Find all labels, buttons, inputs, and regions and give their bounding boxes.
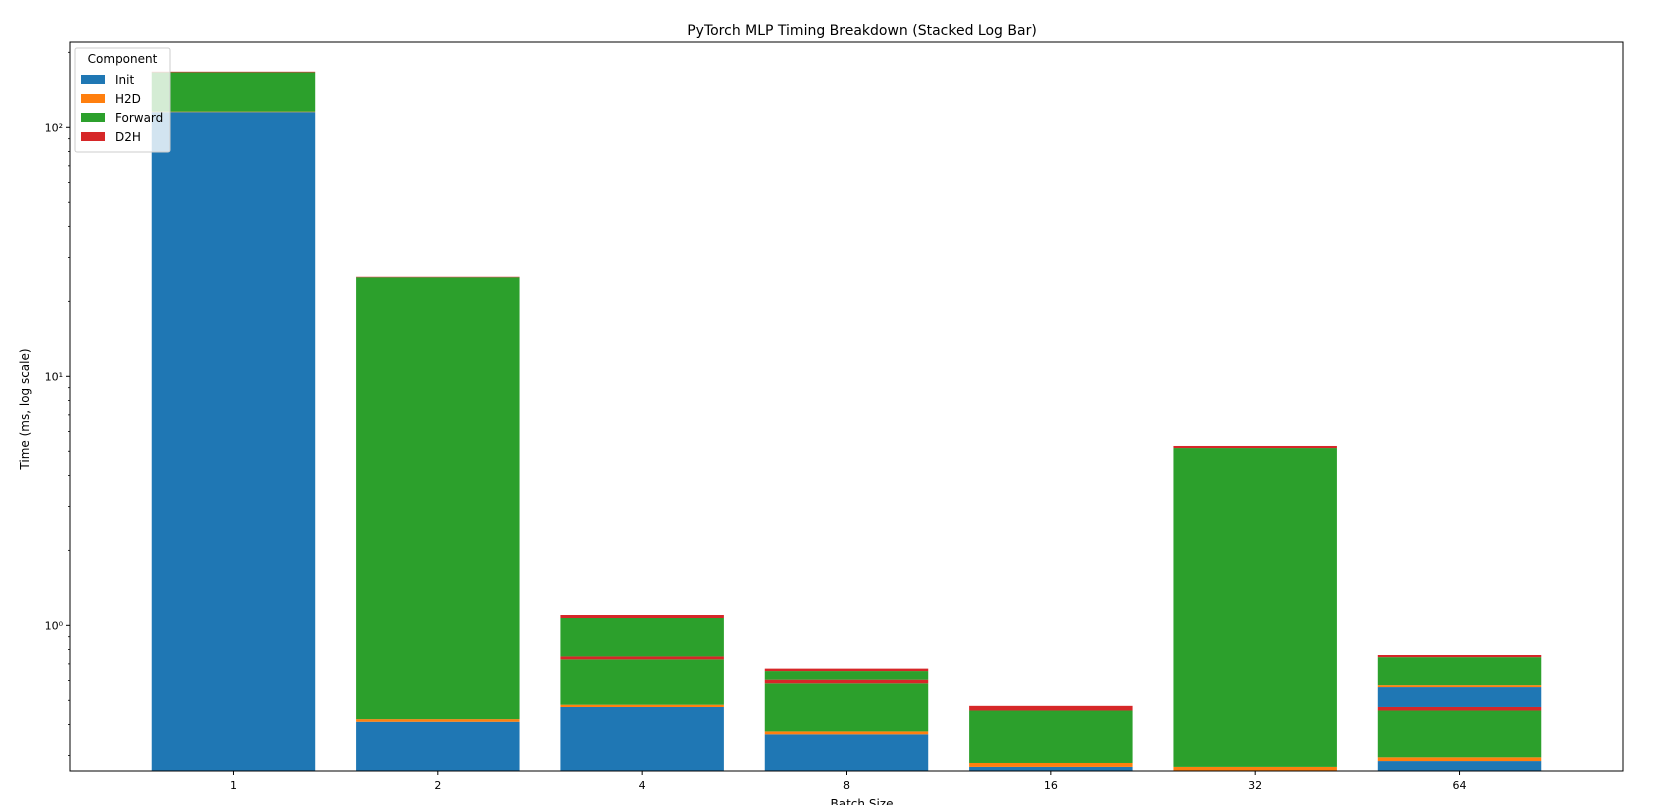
legend-label-init: Init (115, 73, 134, 87)
bar-segment-forward-batch-4-4 (560, 618, 724, 657)
x-tick-label-32: 32 (1248, 779, 1262, 792)
bar-segment-h2d-batch-64-5 (1377, 685, 1542, 688)
bar-segment-d2h-batch-8-5 (764, 668, 929, 672)
bar-segment-forward-batch-8-2 (764, 683, 929, 732)
bar-segment-forward-batch-8-4 (764, 671, 929, 680)
bar-segment-init-batch-16-0 (969, 766, 1133, 771)
bar-segment-forward-batch-32-1 (1173, 448, 1337, 767)
legend-label-forward: Forward (115, 111, 163, 125)
bar-segment-d2h-batch-4-3 (560, 656, 724, 660)
bar-segment-h2d-batch-2-1 (356, 719, 520, 722)
bar-segment-forward-batch-64-6 (1377, 657, 1542, 686)
bar-segment-d2h-batch-2-3 (356, 276, 520, 278)
legend-swatch-h2d (81, 94, 105, 103)
legend: Component Init H2D Forward D2H (74, 47, 171, 153)
bar-segment-init-batch-1-0 (151, 112, 316, 771)
bar-segment-init-batch-64-4 (1377, 687, 1542, 707)
bar-segment-d2h-batch-1-3 (151, 71, 316, 73)
axes-layer: 1 2 4 8 16 32 64 10⁰ 10¹ 10² (45, 41, 1624, 792)
bar-segment-init-batch-2-0 (356, 721, 520, 771)
bar-segment-forward-batch-1-2 (151, 72, 316, 112)
bar-segment-d2h-batch-8-3 (764, 679, 929, 684)
bar-segment-init-batch-8-0 (764, 734, 929, 771)
bar-segment-forward-batch-4-2 (560, 659, 724, 705)
x-tick-label-4: 4 (639, 779, 646, 792)
bar-segment-h2d-batch-8-1 (764, 731, 929, 735)
bar-segment-d2h-batch-32-2 (1173, 445, 1337, 449)
legend-label-h2d: H2D (115, 92, 141, 106)
x-axis-label: Batch Size (831, 797, 894, 805)
legend-swatch-forward (81, 113, 105, 122)
legend-box (74, 47, 171, 153)
bar-segment-h2d-batch-64-1 (1377, 757, 1542, 762)
bar-segment-forward-batch-16-2 (969, 710, 1133, 763)
bar-segment-forward-batch-64-2 (1377, 710, 1542, 758)
x-tick-label-16: 16 (1044, 779, 1058, 792)
legend-swatch-d2h (81, 132, 105, 141)
x-tick-label-8: 8 (843, 779, 850, 792)
y-tick-label-10: 10¹ (45, 370, 63, 383)
bar-segment-h2d-batch-4-1 (560, 704, 724, 707)
legend-title: Component (88, 52, 158, 66)
x-tick-label-2: 2 (434, 779, 441, 792)
bar-segment-h2d-batch-32-0 (1173, 766, 1337, 771)
bars-layer (151, 71, 1542, 771)
bar-segment-h2d-batch-1-1 (151, 111, 316, 113)
chart-title: PyTorch MLP Timing Breakdown (Stacked Lo… (687, 23, 1037, 39)
y-axis-label: Time (ms, log scale) (18, 348, 32, 470)
x-tick-label-1: 1 (230, 779, 237, 792)
bar-segment-h2d-batch-16-1 (969, 762, 1133, 767)
bar-segment-d2h-batch-64-7 (1377, 655, 1542, 658)
x-tick-label-64: 64 (1453, 779, 1467, 792)
bar-segment-init-batch-64-0 (1377, 761, 1542, 771)
bar-segment-d2h-batch-64-3 (1377, 706, 1542, 711)
legend-swatch-init (81, 75, 105, 84)
bar-segment-init-batch-4-0 (560, 706, 724, 771)
bar-segment-d2h-batch-16-3 (969, 705, 1133, 711)
legend-label-d2h: D2H (115, 130, 141, 144)
bar-segment-d2h-batch-4-5 (560, 615, 724, 618)
y-tick-label-100: 10² (45, 121, 63, 134)
y-tick-label-1: 10⁰ (45, 619, 64, 632)
bar-segment-forward-batch-2-2 (356, 277, 520, 720)
